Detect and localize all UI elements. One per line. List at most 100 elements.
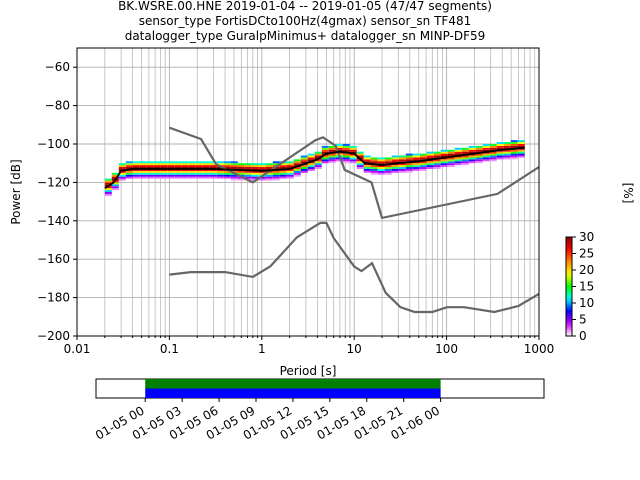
heatmap-cell	[321, 161, 329, 164]
heatmap-cell	[153, 170, 161, 173]
heatmap-cell	[517, 149, 525, 152]
heatmap-cell	[300, 157, 308, 160]
heatmap-cell	[216, 172, 224, 175]
heatmap-cell	[363, 157, 371, 160]
heatmap-cell	[202, 165, 210, 168]
colorbar-tick-label: 20	[579, 263, 594, 277]
heatmap-cell	[349, 157, 357, 160]
heatmap-cell	[216, 161, 224, 164]
heatmap-cell	[454, 161, 462, 164]
heatmap-cell	[125, 167, 133, 169]
heatmap-cell	[132, 161, 140, 164]
plot-background	[77, 48, 539, 336]
heatmap-cell	[384, 161, 392, 164]
heatmap-cell	[195, 174, 203, 177]
heatmap-cell	[279, 165, 287, 168]
heatmap-cell	[482, 153, 490, 156]
heatmap-cell	[237, 172, 245, 175]
heatmap-cell	[244, 163, 252, 166]
heatmap-cell	[195, 176, 203, 179]
heatmap-cell	[314, 159, 322, 162]
plot-frame	[76, 47, 540, 337]
heatmap-cell	[503, 145, 511, 148]
heatmap-cell	[202, 161, 210, 164]
heatmap-cell	[125, 163, 133, 166]
heatmap-cell	[447, 151, 455, 154]
heatmap-cell	[251, 174, 259, 177]
heatmap-cell	[251, 165, 259, 168]
heatmap-cell	[279, 172, 287, 175]
heatmap-cell	[286, 168, 294, 171]
heatmap-cell	[475, 157, 483, 160]
heatmap-cell	[300, 165, 308, 168]
mode-line-group	[104, 146, 525, 189]
heatmap-cell	[132, 167, 140, 169]
heatmap-cell	[482, 155, 490, 158]
heatmap-cell	[398, 159, 406, 162]
x-tick-label: 1000	[524, 342, 555, 356]
heatmap-cell	[489, 144, 497, 146]
heatmap-cell	[489, 159, 497, 162]
heatmap-cell	[286, 163, 294, 166]
timeline-band	[145, 379, 441, 389]
heatmap-cell	[160, 165, 168, 168]
heatmap-cell	[510, 151, 518, 154]
heatmap-cell	[482, 157, 490, 160]
heatmap-cell	[496, 157, 504, 160]
heatmap-cell	[167, 165, 175, 168]
heatmap-cell	[174, 163, 182, 166]
heatmap-cell	[209, 174, 217, 177]
heatmap-cell	[447, 157, 455, 160]
heatmap-cell	[510, 155, 518, 158]
timeline-band	[145, 388, 441, 398]
heatmap-cell	[314, 161, 322, 164]
heatmap-cell	[391, 170, 399, 173]
colorbar-gradient	[565, 236, 573, 337]
x-axis-ticks: 0.01 0.1 1 10 100 1000	[64, 336, 555, 356]
heatmap-cell	[482, 159, 490, 162]
heatmap-cell	[377, 170, 385, 173]
heatmap-cell	[342, 161, 350, 164]
heatmap-cell	[419, 157, 427, 160]
heatmap-cell	[139, 176, 147, 179]
heatmap-cell	[405, 168, 413, 171]
heatmap-cell	[447, 163, 455, 166]
heatmap-cell	[174, 165, 182, 168]
heatmap-cell	[111, 172, 119, 175]
heatmap-cell	[517, 153, 525, 156]
heatmap-cell	[146, 167, 154, 169]
heatmap-cell	[230, 178, 238, 181]
heatmap-cell	[265, 165, 273, 168]
heatmap-cell	[146, 172, 154, 175]
heatmap-cell	[244, 176, 252, 179]
heatmap-cell	[356, 167, 364, 169]
heatmap-cell	[419, 163, 427, 166]
heatmap-cell	[188, 165, 196, 168]
heatmap-cell	[174, 161, 182, 164]
heatmap-cell	[111, 174, 119, 177]
heatmap-cell	[321, 157, 329, 160]
heatmap-cell	[139, 165, 147, 168]
heatmap-cell	[398, 167, 406, 169]
heatmap-cell	[258, 172, 266, 175]
heatmap-cell	[475, 147, 483, 150]
heatmap-cell	[111, 182, 119, 185]
heatmap-cell	[174, 170, 182, 173]
heatmap-cell	[454, 147, 462, 150]
heatmap-cell	[405, 159, 413, 162]
heatmap-cell	[230, 165, 238, 168]
heatmap-cell	[216, 163, 224, 166]
heatmap-cell	[349, 149, 357, 152]
heatmap-cell	[293, 163, 301, 166]
heatmap-cell	[426, 157, 434, 160]
heatmap-cell	[475, 145, 483, 148]
heatmap-cell	[160, 176, 168, 179]
heatmap-cell	[209, 176, 217, 179]
heatmap-cell	[188, 174, 196, 177]
heatmap-cell	[188, 176, 196, 179]
heatmap-cell	[181, 174, 189, 177]
heatmap-cell	[496, 151, 504, 154]
heatmap-cell	[405, 155, 413, 158]
heatmap-cell	[118, 176, 126, 179]
heatmap-cell	[363, 168, 371, 171]
